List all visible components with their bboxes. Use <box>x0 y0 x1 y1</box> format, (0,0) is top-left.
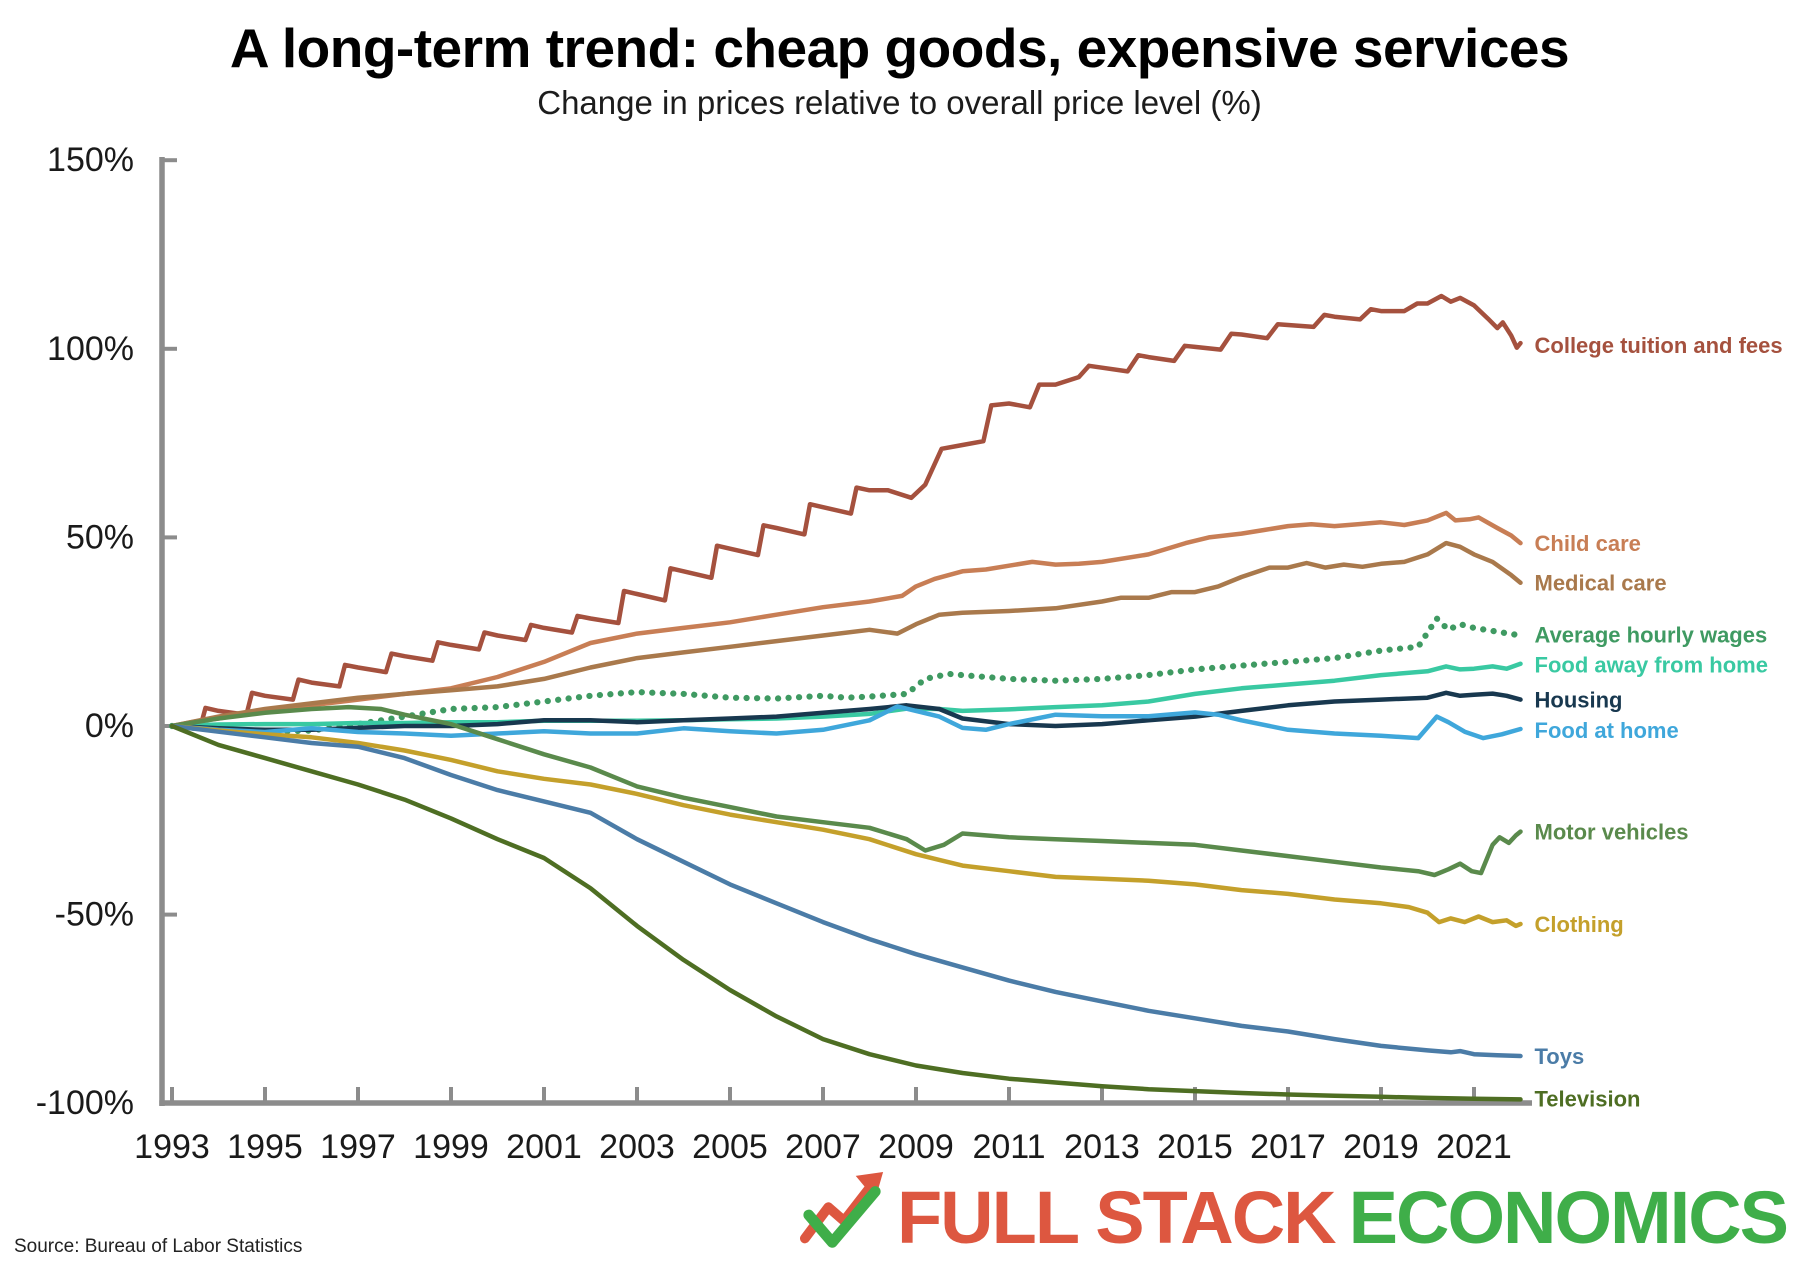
series-line-child-care <box>169 510 1523 729</box>
series-label-television: Television <box>1535 1087 1641 1112</box>
x-tick-label: 1993 <box>134 1128 210 1166</box>
x-tick-label: 2005 <box>692 1128 768 1166</box>
x-tick-label: 2009 <box>878 1128 954 1166</box>
source-note: Source: Bureau of Labor Statistics <box>14 1236 303 1257</box>
series-line-clothing <box>169 723 1523 929</box>
x-tick-label: 2007 <box>785 1128 861 1166</box>
series-line-housing <box>169 690 1523 733</box>
y-tick-label: -50% <box>55 896 134 934</box>
x-tick-label: 2021 <box>1436 1128 1512 1166</box>
series-label-average-hourly-wages: Average hourly wages <box>1535 623 1768 648</box>
brand-logo: FULL STACK ECONOMICS <box>799 1171 1789 1258</box>
series-label-food-away-from-home: Food away from home <box>1535 653 1768 678</box>
series-line-toys <box>169 723 1523 1059</box>
x-tick-label: 1997 <box>320 1128 396 1166</box>
chart-title: A long-term trend: cheap goods, expensiv… <box>229 17 1570 79</box>
x-tick-label: 2019 <box>1343 1128 1419 1166</box>
series-label-housing: Housing <box>1535 688 1623 713</box>
x-tick-label: 2017 <box>1250 1128 1326 1166</box>
x-tick-label: 2015 <box>1157 1128 1233 1166</box>
y-tick-label: 150% <box>47 141 134 179</box>
series-line-television <box>169 723 1523 1102</box>
x-tick-label: 2011 <box>972 1128 1045 1166</box>
y-tick-label: 50% <box>66 518 134 556</box>
x-tick-label: 2003 <box>599 1128 675 1166</box>
logo-word-full-stack: FULL STACK <box>896 1176 1337 1259</box>
series-label-toys: Toys <box>1535 1044 1585 1069</box>
series-line-motor-vehicles <box>169 704 1523 878</box>
x-tick-label: 1995 <box>227 1128 303 1166</box>
check-arrow-icon <box>799 1171 884 1248</box>
logo-word-economics: ECONOMICS <box>1348 1176 1789 1259</box>
series-label-clothing: Clothing <box>1535 912 1624 937</box>
y-tick-label: 100% <box>47 330 134 368</box>
series-label-college-tuition: College tuition and fees <box>1535 333 1783 358</box>
series-line-food-at-home <box>169 704 1523 741</box>
series-label-motor-vehicles: Motor vehicles <box>1535 820 1689 845</box>
x-tick-label: 2013 <box>1064 1128 1140 1166</box>
series-label-food-at-home: Food at home <box>1535 718 1679 743</box>
series-label-child-care: Child care <box>1535 531 1641 556</box>
y-tick-label: -100% <box>36 1084 134 1122</box>
series-line-medical-care <box>169 540 1523 729</box>
series-label-medical-care: Medical care <box>1535 571 1667 596</box>
x-tick-label: 1999 <box>413 1128 489 1166</box>
series-line-college-tuition <box>169 293 1523 731</box>
chart-subtitle: Change in prices relative to overall pri… <box>537 84 1262 121</box>
x-tick-label: 2001 <box>506 1128 582 1166</box>
logo-wordmark: FULL STACK ECONOMICS <box>897 1181 1789 1255</box>
y-tick-label: 0% <box>85 707 134 745</box>
